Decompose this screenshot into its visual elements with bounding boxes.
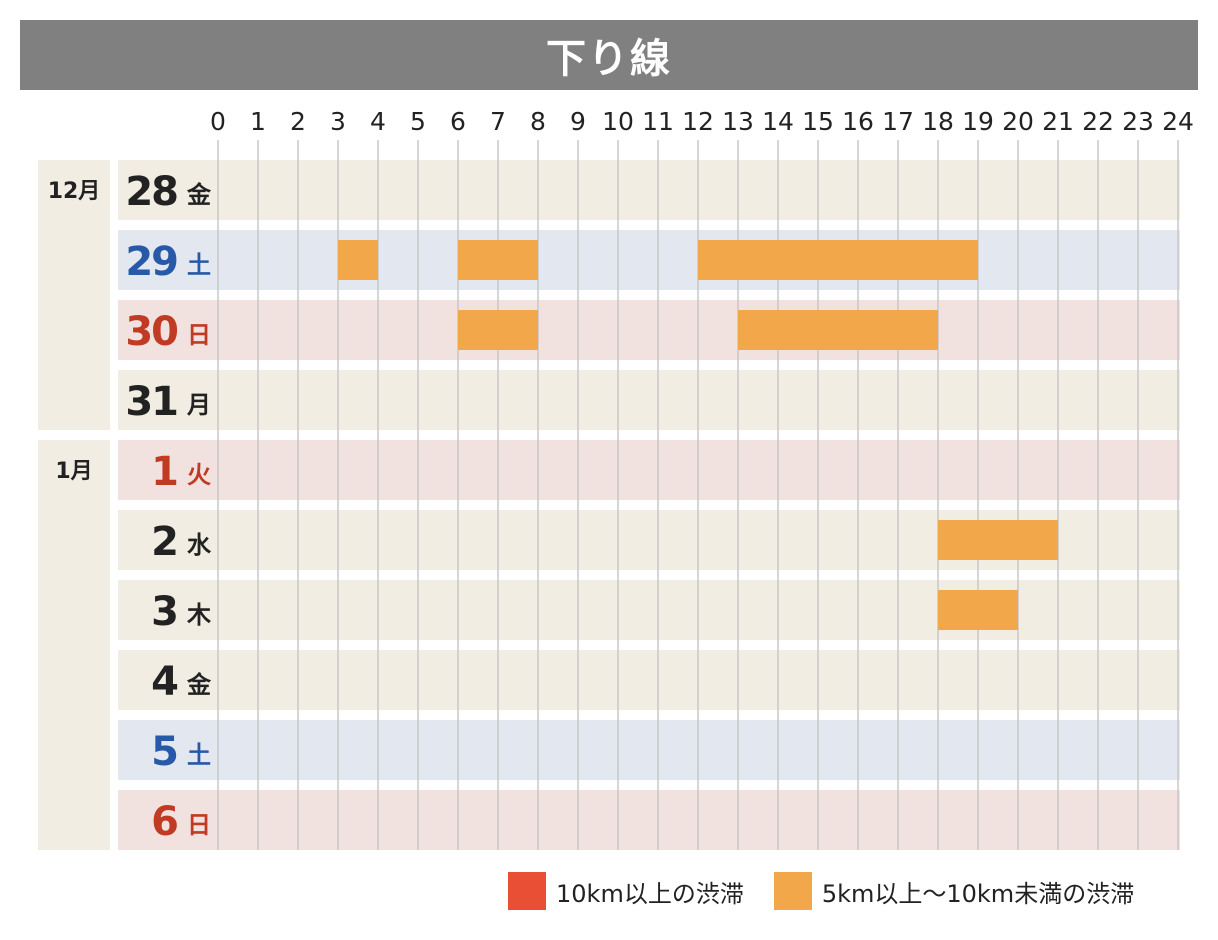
row-day-2: 30 [125,309,177,355]
x-tick-label-16: 16 [842,107,874,136]
row-day-8: 5 [151,729,177,775]
row-band-8 [118,720,1180,780]
congestion-bar-1-2 [698,240,978,280]
x-tick-label-18: 18 [922,107,954,136]
month-label-0: 12月 [48,179,101,204]
x-tick-label-15: 15 [802,107,834,136]
x-tick-label-23: 23 [1122,107,1154,136]
row-band-4 [118,440,1180,500]
x-tick-label-11: 11 [642,107,674,136]
row-weekday-5: 水 [187,531,212,559]
row-day-3: 31 [125,379,177,425]
congestion-bar-6-0 [938,590,1018,630]
month-block-0 [38,160,110,430]
month-block-1 [38,440,110,850]
row-band-1 [118,230,1180,290]
legend-item-heavy: 10km以上の渋滞 [508,872,744,910]
row-weekday-7: 金 [186,671,212,699]
x-tick-label-10: 10 [602,107,634,136]
row-band-2 [118,300,1180,360]
x-tick-label-9: 9 [570,107,586,136]
x-tick-label-6: 6 [450,107,466,136]
row-weekday-9: 日 [187,811,211,839]
x-tick-label-19: 19 [962,107,994,136]
row-weekday-2: 日 [187,321,211,349]
x-tick-label-4: 4 [370,107,386,136]
legend-label-moderate: 5km以上～10km未満の渋滞 [821,879,1135,908]
row-band-0 [118,160,1180,220]
row-weekday-0: 金 [186,181,212,209]
row-weekday-8: 土 [187,741,211,769]
x-tick-label-3: 3 [330,107,346,136]
x-tick-label-2: 2 [290,107,306,136]
row-band-7 [118,650,1180,710]
row-band-3 [118,370,1180,430]
legend-label-heavy: 10km以上の渋滞 [556,879,744,908]
x-tick-label-24: 24 [1162,107,1194,136]
x-tick-label-13: 13 [722,107,754,136]
chart-title: 下り線 [546,36,672,82]
row-day-1: 29 [125,239,177,285]
congestion-bar-5-0 [938,520,1058,560]
row-weekday-4: 火 [187,461,211,489]
row-band-9 [118,790,1180,850]
row-day-9: 6 [151,799,177,845]
legend-item-moderate: 5km以上～10km未満の渋滞 [773,872,1135,910]
x-tick-label-12: 12 [682,107,714,136]
row-band-6 [118,580,1180,640]
x-tick-label-1: 1 [250,107,266,136]
legend-swatch-heavy [508,872,546,910]
x-tick-label-21: 21 [1042,107,1074,136]
chart-title-bar: 下り線 [20,20,1198,90]
row-day-0: 28 [125,169,177,215]
row-day-4: 1 [151,449,177,495]
x-tick-label-22: 22 [1082,107,1114,136]
x-tick-label-5: 5 [410,107,426,136]
row-weekday-3: 月 [186,391,211,419]
congestion-bar-2-1 [738,310,938,350]
x-tick-label-14: 14 [762,107,794,136]
month-label-1: 1月 [55,459,92,484]
legend: 10km以上の渋滞 5km以上～10km未満の渋滞 [508,872,1134,910]
x-tick-label-8: 8 [530,107,546,136]
row-day-6: 3 [151,589,177,635]
x-tick-label-17: 17 [882,107,914,136]
congestion-bar-1-0 [338,240,378,280]
row-day-5: 2 [151,519,177,565]
x-tick-label-20: 20 [1002,107,1034,136]
row-day-7: 4 [151,659,177,705]
x-tick-label-7: 7 [490,107,506,136]
congestion-bar-2-0 [458,310,538,350]
legend-swatch-moderate [773,872,812,910]
x-tick-label-0: 0 [210,107,226,136]
row-weekday-6: 木 [186,601,212,629]
congestion-bar-1-1 [458,240,538,280]
row-weekday-1: 土 [187,251,211,279]
